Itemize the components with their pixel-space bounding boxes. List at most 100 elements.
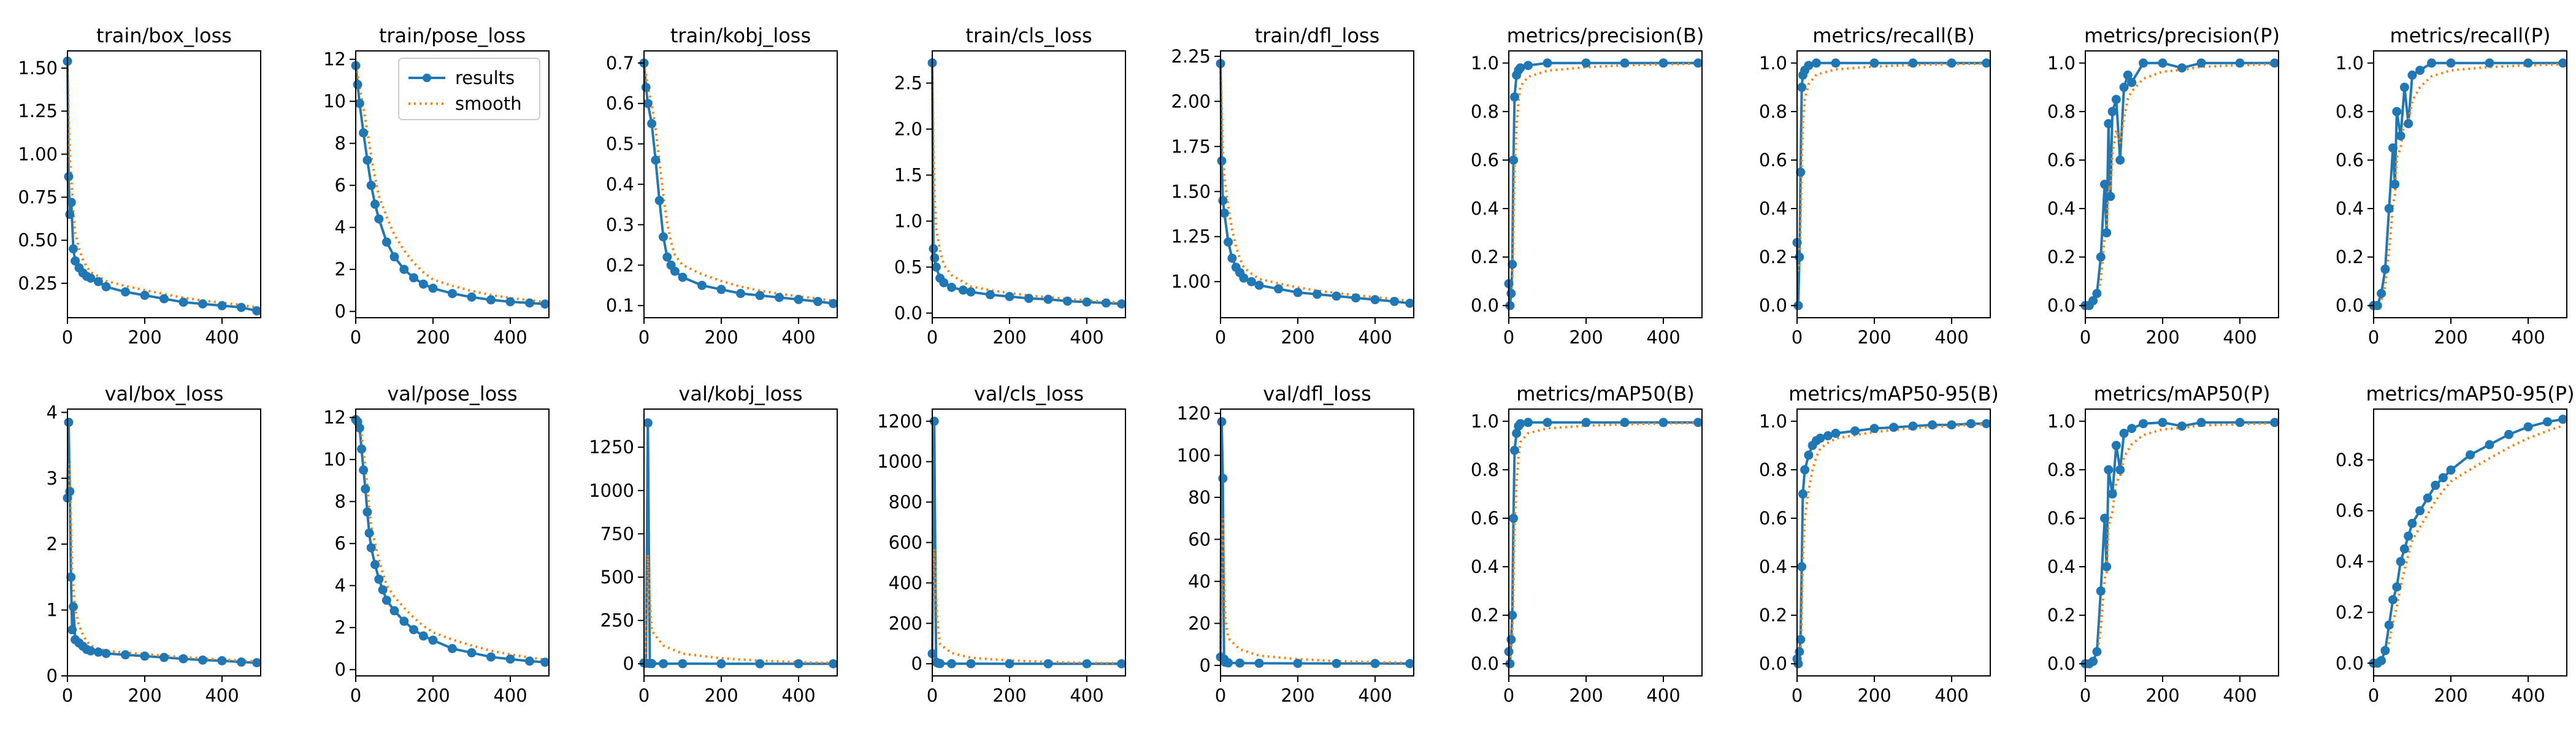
- data-point: [140, 651, 150, 661]
- data-point: [2523, 422, 2533, 432]
- data-point: [2092, 289, 2102, 298]
- y-tick-label: 0: [335, 301, 346, 322]
- data-point: [2427, 58, 2436, 68]
- series-line-smooth: [1508, 421, 1698, 657]
- data-point: [2485, 58, 2494, 68]
- y-tick-label: 600: [889, 532, 922, 553]
- x-tick-label: 400: [493, 327, 527, 348]
- data-point: [2392, 107, 2402, 117]
- data-point: [428, 635, 438, 645]
- chart-train-cls-loss: train/cls_loss 0 200 400 0.0 0.5 1.0 1.5 2.0 2.5: [894, 24, 1127, 348]
- y-tick-label: 0.2: [2047, 605, 2076, 626]
- axes-frame: [643, 408, 838, 677]
- data-point: [2139, 58, 2148, 68]
- y-tick-label: 0.2: [1471, 605, 1499, 626]
- data-point: [399, 616, 409, 626]
- axes-frame: [67, 50, 261, 318]
- x-tick-label: 0: [350, 685, 361, 706]
- data-point: [353, 80, 362, 90]
- y-tick-label: 500: [600, 567, 634, 588]
- y-tick-label: 0.6: [1471, 150, 1499, 171]
- axes-frame: [355, 408, 550, 677]
- y-tick-label: 0.6: [2047, 508, 2076, 529]
- data-point: [2380, 646, 2390, 656]
- data-point: [2380, 264, 2390, 274]
- data-point: [374, 214, 384, 224]
- data-point: [1796, 635, 1806, 645]
- data-point: [381, 237, 391, 247]
- data-point: [361, 484, 370, 494]
- y-tick-label: 0.8: [2336, 450, 2364, 470]
- data-point: [2384, 620, 2394, 630]
- series-line-smooth: [643, 63, 834, 302]
- x-tick-label: 400: [2223, 685, 2256, 706]
- data-point: [86, 274, 96, 283]
- data-point: [1043, 294, 1053, 304]
- x-tick-label: 0: [1792, 327, 1803, 348]
- data-point: [2107, 107, 2117, 117]
- data-point: [755, 659, 765, 669]
- chart-title: val/pose_loss: [387, 382, 517, 405]
- data-point: [1966, 419, 1976, 429]
- data-point: [486, 652, 496, 662]
- data-point: [101, 282, 111, 291]
- chart-title: metrics/mAP50(P): [2094, 382, 2271, 405]
- data-point: [2396, 131, 2405, 140]
- data-point: [2396, 557, 2405, 567]
- x-tick-label: 200: [992, 327, 1026, 348]
- data-point: [1506, 635, 1516, 645]
- data-point: [2523, 58, 2533, 68]
- x-tick-label: 200: [2434, 327, 2467, 348]
- data-point: [362, 155, 372, 165]
- data-point: [1370, 295, 1380, 305]
- data-point: [448, 289, 457, 299]
- x-tick-label: 0: [62, 327, 73, 348]
- data-point: [1218, 473, 1228, 483]
- data-point: [1928, 420, 1937, 430]
- x-tick-label: 0: [638, 327, 650, 348]
- y-tick-label: 0.0: [1759, 653, 1787, 674]
- data-point: [1332, 291, 1341, 301]
- data-point: [654, 196, 664, 205]
- data-point: [958, 285, 968, 295]
- data-point: [1117, 299, 1127, 309]
- y-tick-label: 0.8: [2047, 459, 2076, 480]
- y-tick-label: 4: [335, 217, 346, 238]
- data-point: [1516, 63, 1525, 73]
- data-point: [399, 264, 409, 274]
- data-point: [159, 653, 169, 662]
- data-point: [525, 656, 534, 666]
- chart-train-pose-loss: train/pose_loss 0 200 400 0 2 4 6 8 10 12 results sm…: [323, 24, 550, 348]
- data-point: [1351, 293, 1360, 303]
- data-point: [362, 507, 372, 517]
- x-tick-label: 200: [416, 327, 450, 348]
- y-tick-label: 3: [47, 468, 58, 489]
- axes-frame: [1796, 408, 1991, 677]
- data-point: [647, 659, 657, 669]
- axes-frame: [355, 50, 550, 318]
- data-point: [1224, 237, 1233, 247]
- data-point: [1370, 659, 1380, 669]
- data-point: [1804, 61, 1814, 71]
- data-point: [1693, 418, 1703, 427]
- chart-title: train/box_loss: [96, 24, 232, 47]
- data-point: [2158, 418, 2168, 427]
- y-tick-label: 1.00: [18, 144, 58, 164]
- axes-frame: [1508, 408, 1703, 677]
- data-point: [2415, 506, 2425, 516]
- data-point: [930, 253, 940, 263]
- data-point: [1543, 58, 1552, 68]
- x-tick-label: 400: [781, 685, 815, 706]
- x-tick-label: 200: [128, 327, 161, 348]
- y-tick-label: 2: [335, 617, 346, 638]
- data-point: [1390, 297, 1399, 306]
- data-point: [1908, 58, 1918, 68]
- data-point: [366, 180, 376, 190]
- data-point: [1293, 288, 1303, 297]
- data-point: [1823, 431, 1833, 440]
- data-point: [966, 659, 976, 669]
- x-tick-label: 200: [992, 685, 1026, 706]
- series-line-smooth: [1219, 518, 1410, 664]
- data-point: [217, 301, 227, 310]
- series-line-smooth: [1219, 63, 1410, 302]
